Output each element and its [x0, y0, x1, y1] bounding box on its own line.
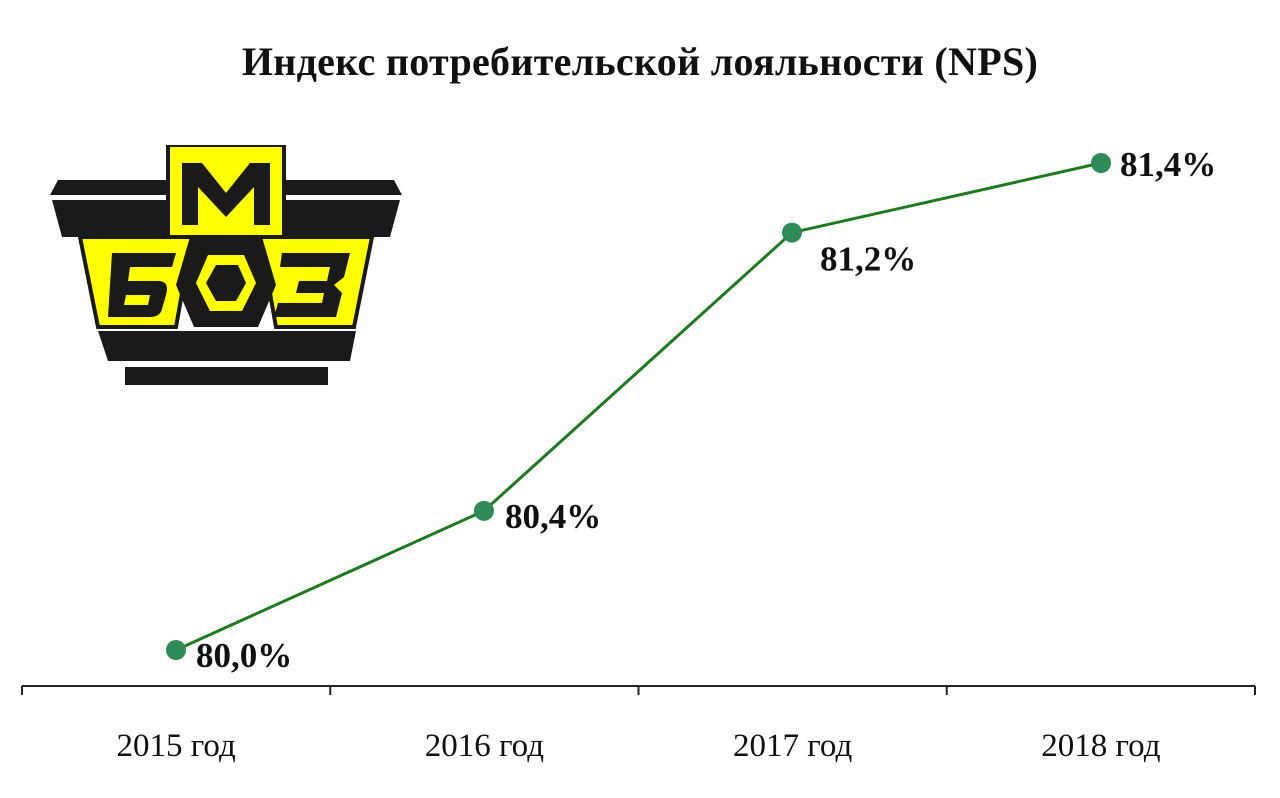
company-logo — [50, 145, 402, 385]
x-tick-label: 2018 год — [1041, 728, 1161, 764]
data-label: 81,2% — [820, 240, 916, 279]
data-point — [166, 640, 186, 660]
logo-letter-z — [257, 235, 375, 329]
data-point — [474, 500, 494, 521]
logo-bar — [284, 180, 402, 195]
data-label: 81,4% — [1120, 145, 1216, 184]
data-label: 80,0% — [196, 636, 292, 675]
x-tick-label: 2017 год — [733, 728, 853, 764]
x-tick-label: 2016 год — [425, 728, 545, 764]
logo-bar — [125, 367, 328, 385]
data-label: 80,4% — [505, 497, 601, 536]
data-point — [782, 222, 802, 243]
logo-bar — [98, 331, 356, 361]
logo-letter-b — [77, 235, 195, 329]
logo-bar — [50, 180, 168, 195]
data-point — [1091, 153, 1111, 173]
logo-center-emblem — [176, 237, 276, 327]
x-tick-label: 2015 год — [116, 728, 236, 764]
series-line — [175, 161, 1102, 652]
logo-bar — [284, 200, 400, 237]
chart-title: Индекс потребительской лояльности (NPS) — [241, 39, 1039, 84]
logo-bar — [52, 200, 168, 237]
